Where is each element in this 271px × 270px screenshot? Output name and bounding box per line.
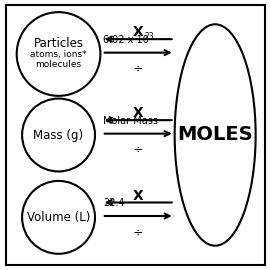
Text: Molar Mass: Molar Mass [103, 116, 158, 126]
Text: molecules: molecules [36, 60, 82, 69]
Text: X: X [133, 189, 144, 203]
Text: ÷: ÷ [133, 62, 144, 75]
Circle shape [17, 12, 100, 96]
Text: 22.4: 22.4 [103, 198, 125, 208]
Text: MOLES: MOLES [177, 126, 253, 144]
Text: 23: 23 [145, 32, 154, 41]
Text: 6.02 x 10: 6.02 x 10 [103, 35, 149, 45]
Text: X: X [133, 25, 144, 39]
Text: X: X [133, 106, 144, 120]
Text: Mass (g): Mass (g) [34, 129, 84, 141]
Ellipse shape [175, 24, 256, 246]
Text: atoms, ions*: atoms, ions* [30, 49, 87, 59]
Circle shape [22, 99, 95, 171]
Circle shape [22, 181, 95, 254]
Text: Particles: Particles [34, 37, 83, 50]
Text: ÷: ÷ [133, 226, 144, 239]
Text: ÷: ÷ [133, 143, 144, 156]
Text: Volume (L): Volume (L) [27, 211, 90, 224]
